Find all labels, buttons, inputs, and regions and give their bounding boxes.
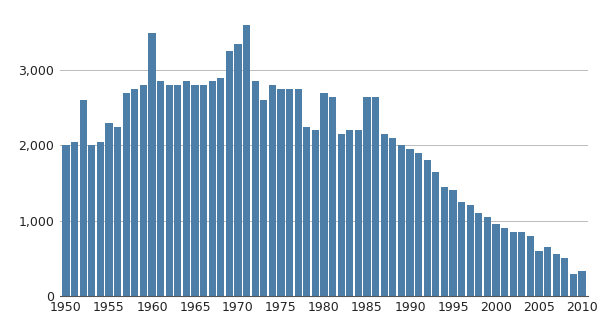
Bar bbox=[131, 89, 139, 296]
Bar bbox=[140, 85, 147, 296]
Bar bbox=[372, 96, 379, 296]
Bar bbox=[200, 85, 207, 296]
Bar bbox=[518, 232, 526, 296]
Bar bbox=[80, 100, 87, 296]
Bar bbox=[561, 258, 568, 296]
Bar bbox=[243, 25, 250, 296]
Bar bbox=[364, 96, 371, 296]
Bar bbox=[303, 127, 310, 296]
Bar bbox=[484, 217, 491, 296]
Bar bbox=[449, 191, 457, 296]
Bar bbox=[226, 51, 233, 296]
Bar bbox=[217, 78, 224, 296]
Bar bbox=[501, 228, 508, 296]
Bar bbox=[251, 82, 259, 296]
Bar bbox=[415, 153, 422, 296]
Bar bbox=[458, 202, 465, 296]
Bar bbox=[527, 236, 534, 296]
Bar bbox=[97, 141, 104, 296]
Bar bbox=[389, 138, 397, 296]
Bar bbox=[441, 187, 448, 296]
Bar bbox=[432, 172, 439, 296]
Bar bbox=[570, 274, 577, 296]
Bar bbox=[157, 82, 164, 296]
Bar bbox=[209, 82, 216, 296]
Bar bbox=[424, 160, 431, 296]
Bar bbox=[71, 141, 78, 296]
Bar bbox=[398, 145, 405, 296]
Bar bbox=[191, 85, 199, 296]
Bar bbox=[295, 89, 302, 296]
Bar bbox=[329, 96, 336, 296]
Bar bbox=[493, 224, 500, 296]
Bar bbox=[166, 85, 173, 296]
Bar bbox=[346, 130, 353, 296]
Bar bbox=[578, 271, 586, 296]
Bar bbox=[509, 232, 517, 296]
Bar bbox=[114, 127, 121, 296]
Bar bbox=[380, 134, 388, 296]
Bar bbox=[260, 100, 268, 296]
Bar bbox=[286, 89, 293, 296]
Bar bbox=[235, 44, 242, 296]
Bar bbox=[312, 130, 319, 296]
Bar bbox=[122, 93, 130, 296]
Bar bbox=[174, 85, 181, 296]
Bar bbox=[338, 134, 345, 296]
Bar bbox=[355, 130, 362, 296]
Bar bbox=[62, 145, 70, 296]
Bar bbox=[544, 247, 551, 296]
Bar bbox=[320, 93, 328, 296]
Bar bbox=[183, 82, 190, 296]
Bar bbox=[148, 33, 155, 296]
Bar bbox=[277, 89, 284, 296]
Bar bbox=[269, 85, 276, 296]
Bar bbox=[106, 123, 113, 296]
Bar bbox=[88, 145, 95, 296]
Bar bbox=[475, 213, 482, 296]
Bar bbox=[553, 254, 560, 296]
Bar bbox=[535, 251, 542, 296]
Bar bbox=[406, 149, 413, 296]
Bar bbox=[467, 206, 474, 296]
